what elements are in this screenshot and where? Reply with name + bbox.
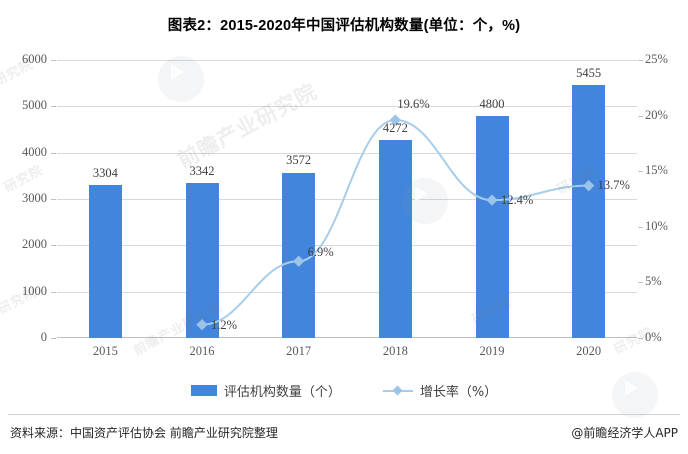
legend-label-line: 增长率（%）: [419, 385, 498, 400]
y-axis-tickmark-left: [51, 152, 56, 154]
y-axis-tickmark-right: [638, 60, 643, 61]
line-value-label: 6.9%: [307, 245, 334, 260]
gridline: [57, 106, 637, 108]
line-data-point[interactable]: [486, 194, 498, 206]
x-axis-tick: 2017: [286, 344, 312, 358]
bar-value-label: 3342: [189, 164, 215, 179]
y-axis-tick-left: 4000: [22, 144, 47, 159]
line-data-point[interactable]: [389, 114, 401, 126]
legend-item-bars[interactable]: 评估机构数量（个）: [190, 381, 341, 400]
gridline: [57, 152, 637, 154]
x-axis-line: [57, 337, 637, 338]
gridline: [57, 291, 637, 293]
bar[interactable]: [572, 85, 606, 338]
x-axis-tick: 2018: [382, 344, 408, 358]
bar-value-label: 4272: [382, 121, 408, 136]
growth-rate-line: [201, 119, 590, 326]
y-axis-tickmark-left: [51, 199, 56, 200]
bar[interactable]: [475, 115, 509, 338]
y-axis-tick-right: 15%: [645, 163, 668, 178]
y-axis-tick-right: 0%: [645, 330, 662, 344]
plot-area: [57, 60, 637, 338]
legend-bar-swatch-icon: [190, 385, 217, 396]
y-axis-tickmark-left: [51, 106, 56, 108]
y-axis-tickmark-left: [51, 245, 56, 247]
line-data-point[interactable]: [293, 255, 305, 267]
x-axis-tick: 2020: [576, 344, 602, 358]
y-axis-tickmark-left: [51, 291, 56, 293]
line-value-label: 1.2%: [211, 317, 238, 332]
y-axis-tickmark-right: [638, 171, 643, 173]
bar[interactable]: [378, 140, 412, 338]
line-value-label: 19.6%: [397, 97, 430, 112]
gridline: [57, 199, 637, 200]
y-axis-tickmark-right: [638, 282, 643, 284]
bar[interactable]: [282, 172, 316, 338]
x-axis-tick: 2016: [189, 344, 215, 358]
y-axis-tick-right: 20%: [645, 107, 668, 122]
y-axis-tickmark-right: [638, 226, 643, 228]
y-axis-tick-left: 1000: [22, 283, 47, 298]
chart-legend: 评估机构数量（个） 增长率（%）: [0, 381, 688, 400]
line-series: [196, 114, 595, 331]
y-axis-tick-left: 5000: [22, 98, 47, 113]
y-axis-tick-right: 25%: [645, 52, 668, 66]
y-axis-tick-right: 10%: [645, 218, 668, 233]
bar[interactable]: [88, 184, 122, 338]
y-axis-tickmark-right: [638, 338, 643, 339]
credit-text: @前瞻经济学人APP: [571, 426, 678, 440]
gridline: [57, 245, 637, 247]
y-axis-tick-left: 3000: [22, 191, 47, 205]
chart-title: 图表2：2015-2020年中国评估机构数量(单位：个，%): [167, 18, 521, 34]
bar-value-label: 5455: [576, 66, 602, 81]
y-axis-tickmark-left: [51, 338, 56, 339]
y-axis-tick-left: 2000: [22, 237, 47, 252]
line-value-label: 13.7%: [597, 177, 630, 192]
x-axis-tick: 2019: [479, 344, 505, 358]
y-axis-tickmark-right: [638, 115, 643, 117]
gridline: [57, 60, 637, 61]
y-axis-tick-left: 6000: [22, 52, 47, 66]
bar-value-label: 3304: [92, 165, 118, 180]
legend-label-bars: 评估机构数量（个）: [223, 385, 341, 400]
line-data-point[interactable]: [583, 179, 595, 192]
x-axis-tick: 2015: [92, 344, 118, 358]
bar[interactable]: [185, 183, 219, 338]
y-axis-tick-right: 5%: [645, 274, 662, 289]
source-text: 资料来源：中国资产评估协会 前瞻产业研究院整理: [10, 426, 278, 440]
y-axis-tick-left: 0: [40, 330, 47, 344]
line-value-label: 12.4%: [501, 193, 534, 208]
legend-item-line[interactable]: 增长率（%）: [382, 381, 498, 400]
legend-line-swatch-icon: [382, 385, 413, 396]
bar-value-label: 4800: [479, 96, 505, 111]
footer-divider: [8, 414, 680, 415]
line-data-point[interactable]: [196, 318, 208, 331]
y-axis-tickmark-left: [51, 60, 56, 61]
bar-value-label: 3572: [286, 153, 312, 168]
